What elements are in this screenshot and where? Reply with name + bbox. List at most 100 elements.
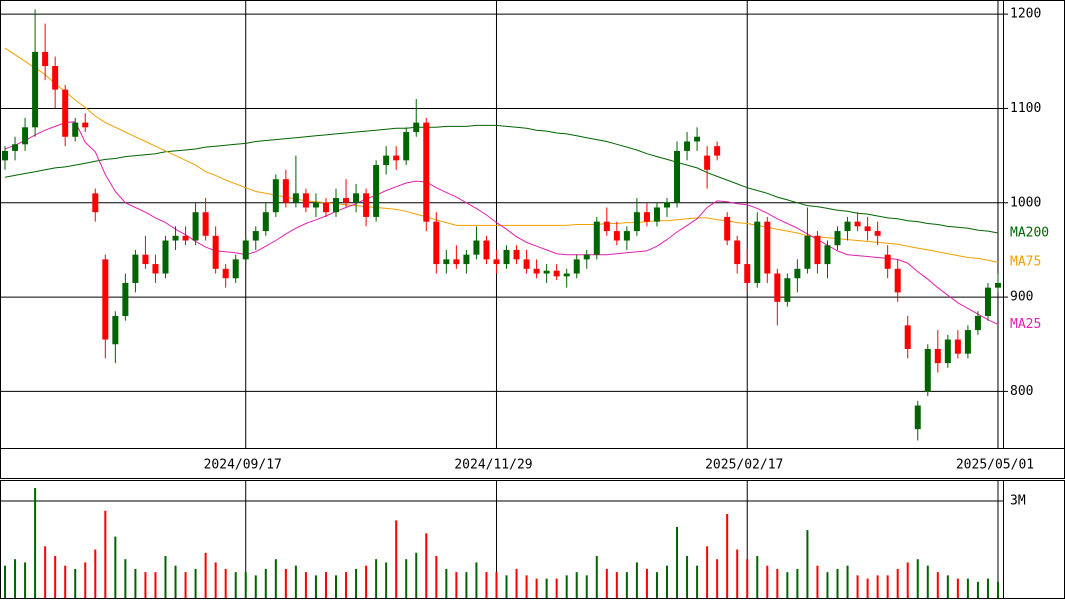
candle-body — [292, 193, 299, 203]
candle-body — [82, 122, 89, 128]
candle-body — [92, 193, 99, 213]
volume-bar — [465, 572, 468, 598]
volume-bar — [34, 488, 37, 598]
volume-bar — [555, 578, 558, 598]
candle-body — [874, 231, 881, 236]
volume-bar — [645, 568, 648, 598]
candle-body — [964, 330, 971, 354]
candle-body — [202, 212, 209, 236]
candle-body — [663, 202, 670, 208]
x-tick-label: 2024/09/17 — [204, 458, 282, 473]
volume-frame — [0, 480, 1065, 599]
candle-body — [102, 259, 109, 340]
candle-body — [984, 287, 991, 316]
volume-bar — [565, 575, 568, 598]
volume-bar — [234, 572, 237, 598]
volume-bar — [535, 578, 538, 598]
volume-bar — [335, 575, 338, 598]
volume-bar — [836, 568, 839, 598]
volume-bar — [355, 568, 358, 598]
volume-bar — [395, 520, 398, 598]
candle-body — [182, 235, 189, 241]
candle-body — [112, 315, 119, 345]
y-tick-label: 1100 — [1010, 101, 1041, 116]
candle-body — [312, 202, 319, 208]
volume-bar — [294, 565, 297, 598]
y-tick-label: 1200 — [1010, 7, 1041, 22]
volume-bar — [405, 559, 408, 598]
volume-bar — [746, 559, 749, 598]
candle-body — [974, 315, 981, 331]
volume-bar — [154, 572, 157, 598]
volume-bar — [104, 510, 107, 598]
moving-average-line — [4, 121, 999, 325]
candle-body — [794, 268, 801, 279]
ma-legend: MA75 — [1010, 255, 1041, 270]
volume-bar — [665, 565, 668, 598]
candle-body — [553, 270, 560, 277]
candle-body — [493, 259, 500, 265]
y-tick-label: 900 — [1010, 290, 1033, 305]
candle-body — [754, 221, 761, 283]
candle-body — [222, 268, 229, 279]
volume-bar — [916, 559, 919, 598]
candle-body — [613, 231, 620, 241]
candle-body — [383, 155, 390, 166]
candle-body — [52, 66, 59, 90]
candle-body — [914, 405, 921, 430]
candle-body — [844, 221, 851, 232]
volume-bar — [776, 568, 779, 598]
volume-bar — [575, 572, 578, 598]
volume-bar — [204, 552, 207, 598]
candle-body — [523, 259, 530, 269]
ma-legend: MA25 — [1010, 317, 1041, 332]
moving-average-line — [4, 124, 999, 234]
candle-body — [272, 179, 279, 213]
candle-body — [563, 273, 570, 277]
volume-bar — [866, 578, 869, 598]
candle-body — [262, 212, 269, 232]
candle-body — [704, 155, 711, 170]
volume-bar — [64, 565, 67, 598]
candle-body — [954, 339, 961, 354]
volume-bar — [595, 555, 598, 598]
candle-body — [212, 235, 219, 269]
candle-body — [242, 240, 249, 260]
volume-bar — [224, 568, 227, 598]
candle-body — [924, 348, 931, 392]
candle-body — [623, 231, 630, 241]
y-tick-label: 800 — [1010, 384, 1033, 399]
volume-bar — [986, 578, 989, 598]
candle-body — [774, 273, 781, 302]
volume-bar — [184, 572, 187, 598]
volume-bar — [314, 575, 317, 598]
candle-body — [142, 254, 149, 265]
volume-bar — [24, 562, 27, 598]
volume-bar — [435, 555, 438, 598]
volume-bar — [766, 565, 769, 598]
volume-bar — [84, 562, 87, 598]
candle-body — [543, 270, 550, 274]
candle-body — [12, 144, 19, 151]
candle-body — [864, 226, 871, 232]
volume-bar — [144, 572, 147, 598]
volume-bar — [686, 555, 689, 598]
volume-bar — [585, 575, 588, 598]
candle-body — [483, 240, 490, 260]
volume-bar — [946, 575, 949, 598]
volume-bar — [976, 581, 979, 598]
candle-body — [443, 259, 450, 265]
volume-bar — [324, 572, 327, 598]
candle-body — [192, 212, 199, 241]
volume-bar — [816, 565, 819, 598]
candle-body — [674, 150, 681, 203]
volume-bar — [886, 575, 889, 598]
volume-bar — [274, 559, 277, 598]
candle-body — [463, 254, 470, 265]
volume-bar — [485, 572, 488, 598]
volume-bar — [615, 572, 618, 598]
volume-bar — [345, 572, 348, 598]
volume-bar — [134, 568, 137, 598]
candle-body — [694, 136, 701, 142]
